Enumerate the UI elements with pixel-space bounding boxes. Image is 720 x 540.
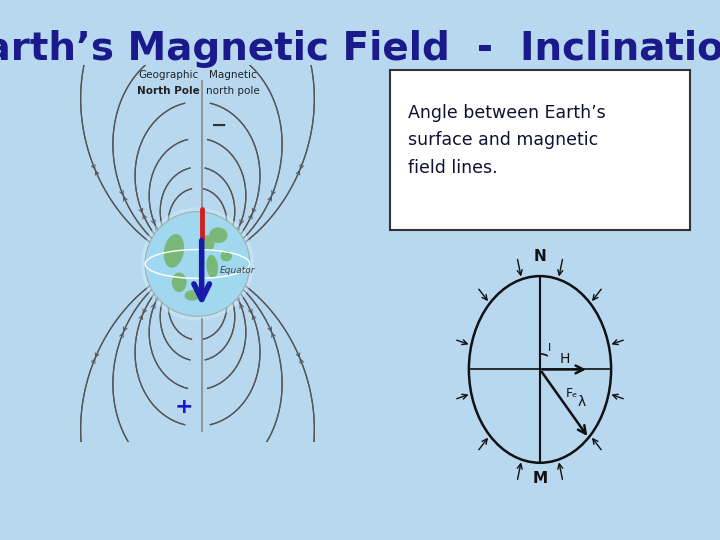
Text: +: + xyxy=(175,397,194,417)
Text: North Pole: North Pole xyxy=(138,86,200,96)
Ellipse shape xyxy=(210,227,228,243)
Ellipse shape xyxy=(202,235,215,251)
Text: Equator: Equator xyxy=(220,266,255,275)
Text: H: H xyxy=(559,352,570,366)
Circle shape xyxy=(145,212,250,316)
Ellipse shape xyxy=(172,272,186,292)
Ellipse shape xyxy=(207,255,218,278)
Text: −: − xyxy=(211,116,228,134)
Text: north pole: north pole xyxy=(206,86,260,96)
Text: Angle between Earth’s
surface and magnetic
field lines.: Angle between Earth’s surface and magnet… xyxy=(408,104,606,177)
Text: Geographic: Geographic xyxy=(138,70,199,80)
Circle shape xyxy=(141,207,254,321)
Text: M: M xyxy=(532,471,548,486)
Text: λ: λ xyxy=(578,395,586,409)
Ellipse shape xyxy=(184,290,200,301)
Text: Magnetic: Magnetic xyxy=(210,70,257,80)
Text: Earth’s Magnetic Field  -  Inclination: Earth’s Magnetic Field - Inclination xyxy=(0,30,720,68)
Ellipse shape xyxy=(220,251,232,261)
Text: N: N xyxy=(534,248,546,264)
Text: Fₑ: Fₑ xyxy=(566,387,578,400)
Ellipse shape xyxy=(163,234,184,268)
Text: I: I xyxy=(548,343,552,353)
